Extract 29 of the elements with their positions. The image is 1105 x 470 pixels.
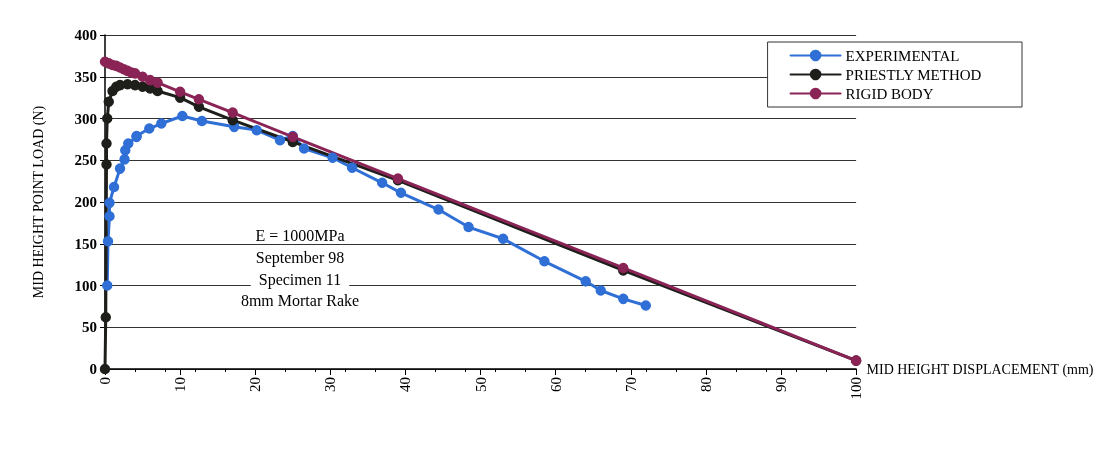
y-tick-label: 0 [89, 361, 97, 377]
annotation: September 98 [255, 248, 345, 267]
x-tick-label: 50 [472, 377, 489, 392]
y-tick-label: 300 [74, 110, 97, 127]
x-tick-label: 60 [547, 377, 564, 392]
legend-label: EXPERIMENTAL [845, 47, 960, 64]
x-tick-label: 20 [247, 377, 264, 392]
legend-label: PRIESTLY METHOD [845, 66, 982, 83]
x-tick-label: 10 [172, 377, 189, 392]
x-tick-label: 70 [622, 377, 639, 392]
y-tick-label: 50 [82, 319, 97, 336]
y-tick-label: 100 [74, 277, 97, 294]
x-tick-label: 0 [97, 377, 113, 385]
x-tick-label: 30 [322, 377, 339, 392]
annotation: 8mm Mortar Rake [240, 292, 360, 310]
x-axis-title: MID HEIGHT DISPLACEMENT (mm) [866, 361, 1094, 378]
x-tick-label: 90 [773, 377, 790, 392]
legend-label: RIGID BODY [845, 85, 934, 102]
annotation: Specimen 11 [258, 270, 342, 289]
y-axis-title: MID HEIGHT POINT LOAD (N) [30, 105, 47, 299]
y-tick-label: 200 [74, 194, 97, 210]
y-tick-label: 250 [74, 152, 97, 169]
y-tick-label: 400 [74, 27, 97, 43]
x-tick-label: 80 [697, 377, 714, 392]
annotation: E = 1000MPa [255, 226, 345, 244]
y-tick-label: 350 [74, 68, 97, 85]
x-tick-label: 100 [848, 377, 865, 400]
y-tick-label: 150 [74, 235, 97, 252]
x-tick-label: 40 [397, 377, 414, 392]
